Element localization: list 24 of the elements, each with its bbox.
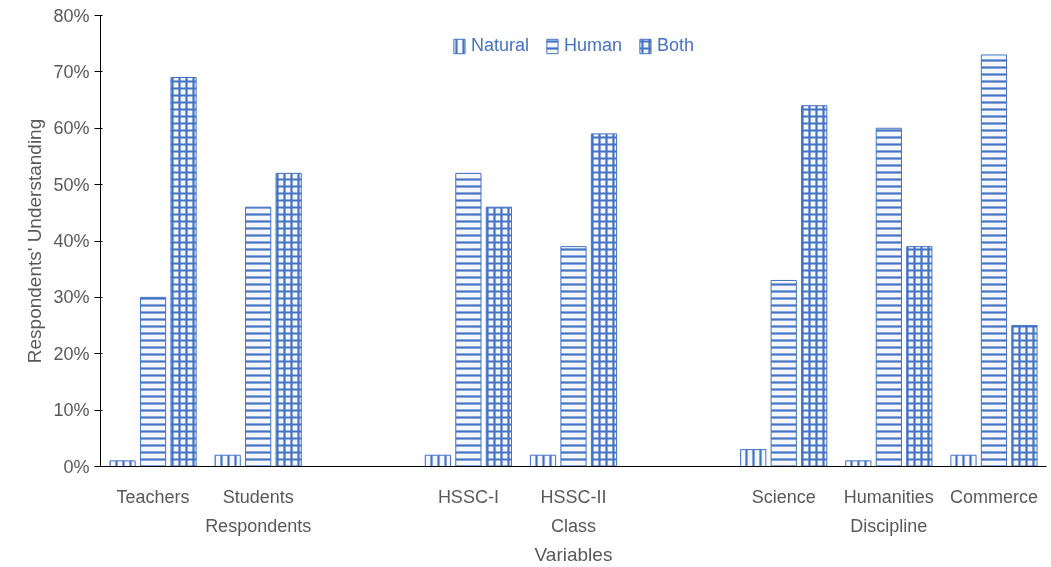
legend-label: Both — [657, 35, 695, 56]
y-tick-label: 50% — [53, 174, 90, 195]
x-axis-title: Variables — [534, 543, 613, 565]
y-tick-label: 80% — [53, 5, 90, 26]
x-tick-label: Teachers — [116, 486, 190, 507]
x-tick-label: Commerce — [949, 486, 1038, 507]
y-axis-title: Respondents' Understanding — [24, 118, 46, 364]
y-tick-label: 40% — [53, 231, 90, 251]
x-tick-label: HSSC-I — [437, 486, 499, 507]
x-tick-label: Humanities — [843, 486, 934, 507]
legend-label: Human — [563, 35, 623, 56]
y-tick-label: 60% — [53, 118, 90, 139]
text: Respondents — [205, 515, 312, 536]
y-tick-label: 20% — [53, 343, 90, 364]
x-tick-label: HSSC-II — [540, 486, 607, 507]
text: Class — [551, 515, 597, 536]
x-tick-label: Students — [222, 486, 294, 507]
legend-label: Natural — [470, 35, 529, 56]
y-tick-label: 70% — [53, 61, 90, 82]
y-tick-label: 30% — [53, 287, 90, 308]
y-tick-label: 0% — [63, 456, 90, 477]
text: Discipline — [850, 515, 928, 536]
y-tick-label: 10% — [53, 400, 90, 421]
x-tick-label: Science — [751, 486, 816, 507]
